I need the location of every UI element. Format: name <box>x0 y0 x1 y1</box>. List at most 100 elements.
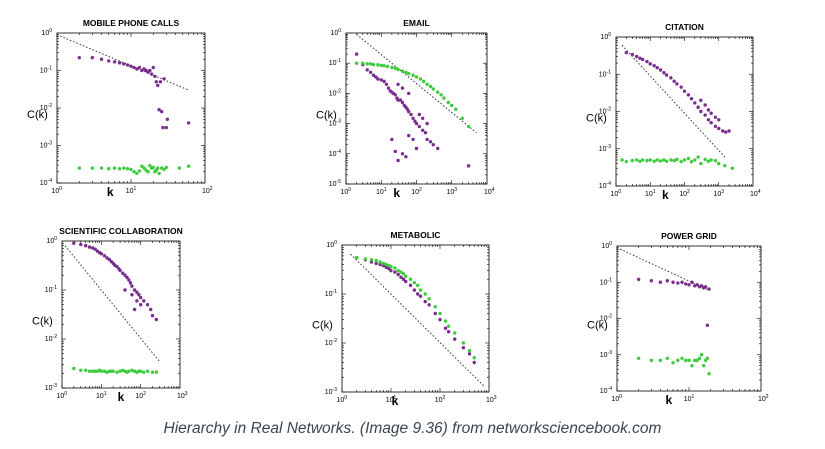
data-point <box>427 297 431 301</box>
data-point <box>87 369 92 373</box>
data-point <box>83 368 88 372</box>
data-point <box>145 303 150 307</box>
data-point <box>699 353 704 357</box>
chart-title: SCIENTIFIC COLLABORATION <box>59 226 183 236</box>
data-point <box>93 247 97 251</box>
chart-panel: POWER GRID 100 101 102 100 10-1 10-2 10-3 10-4 C(… <box>587 231 769 407</box>
x-tick-label: 100 <box>336 395 347 404</box>
data-point <box>400 69 405 73</box>
data-point <box>658 68 663 72</box>
data-point <box>723 164 727 168</box>
data-point <box>415 292 420 296</box>
data-point <box>408 277 413 281</box>
data-point <box>151 165 155 170</box>
y-tick-label: 100 <box>41 28 52 37</box>
data-point <box>117 61 122 65</box>
data-point <box>371 62 376 67</box>
chart-panel: METABOLIC 100 101 102 103 100 10-1 10-2 10-3 C(k)… <box>312 230 497 408</box>
data-point <box>436 146 440 151</box>
data-point <box>672 158 676 163</box>
x-tick-label: 102 <box>679 189 690 198</box>
chart-title: POWER GRID <box>661 231 717 241</box>
data-point <box>107 167 111 171</box>
data-point <box>132 170 136 174</box>
data-point <box>411 116 415 120</box>
data-point <box>137 293 141 297</box>
data-point <box>142 166 146 170</box>
data-point <box>676 358 680 363</box>
series-purple <box>636 277 711 327</box>
data-point <box>672 79 676 83</box>
data-point <box>450 103 454 108</box>
data-point <box>461 341 466 345</box>
data-point <box>102 369 107 373</box>
data-point <box>665 356 670 360</box>
data-point <box>658 358 663 363</box>
data-point <box>693 101 697 105</box>
x-axis-label: k <box>662 188 669 202</box>
series-purple <box>72 241 159 322</box>
data-point <box>413 119 417 123</box>
data-point <box>107 257 112 262</box>
data-point <box>686 156 691 161</box>
data-point <box>400 152 405 156</box>
data-point <box>135 299 139 303</box>
x-axis-label: k <box>393 186 400 200</box>
data-point <box>79 242 83 247</box>
y-tick-label: 100 <box>46 236 57 245</box>
data-point <box>687 283 691 287</box>
x-tick-label: 103 <box>713 189 724 198</box>
data-point <box>645 158 649 163</box>
data-point <box>669 76 673 80</box>
x-axis-label: k <box>665 393 672 407</box>
data-point <box>705 323 710 327</box>
series-green <box>355 256 476 360</box>
data-point <box>102 254 107 258</box>
x-tick-label: 101 <box>645 189 656 198</box>
data-point <box>709 111 713 115</box>
y-tick-label: 10-3 <box>325 387 337 396</box>
data-point <box>648 62 652 66</box>
data-point <box>132 65 136 70</box>
data-point <box>151 65 155 70</box>
data-point <box>371 73 376 77</box>
data-point <box>132 288 137 292</box>
data-point <box>446 330 451 334</box>
data-point <box>439 93 443 97</box>
data-point <box>400 100 405 105</box>
data-point <box>382 79 386 84</box>
plot-frame <box>615 36 754 187</box>
y-tick-label: 10-2 <box>600 314 612 323</box>
data-point <box>368 70 373 74</box>
y-tick-label: 10-3 <box>40 141 52 150</box>
data-point <box>376 77 380 81</box>
data-point <box>122 62 126 66</box>
data-point <box>138 369 143 373</box>
data-point <box>129 64 133 68</box>
x-axis-label: k <box>118 390 125 404</box>
data-point <box>401 271 406 276</box>
data-point <box>368 62 373 66</box>
data-point <box>423 130 428 135</box>
data-point <box>164 125 169 130</box>
data-point <box>433 305 437 309</box>
data-point <box>115 370 119 374</box>
data-point <box>186 121 191 125</box>
series-purple <box>355 256 476 365</box>
data-point <box>640 158 645 162</box>
y-tick-label: 10-1 <box>325 289 337 298</box>
data-point <box>687 358 691 363</box>
data-point <box>145 369 150 373</box>
data-point <box>99 369 104 373</box>
data-point <box>130 284 134 288</box>
data-point <box>652 63 656 68</box>
data-point <box>411 137 415 142</box>
x-tick-label: 103 <box>486 395 497 404</box>
y-tick-label: 10-4 <box>40 178 52 187</box>
data-point <box>389 265 393 269</box>
data-point <box>453 337 457 341</box>
data-point <box>645 59 649 64</box>
data-point <box>390 65 394 70</box>
data-point <box>135 171 139 176</box>
data-point <box>378 260 382 264</box>
